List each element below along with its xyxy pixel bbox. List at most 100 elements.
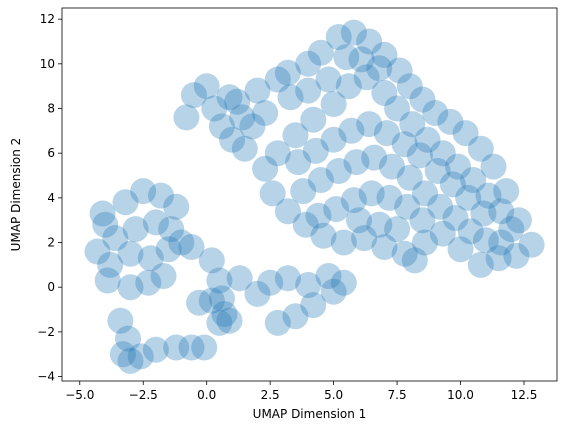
- scatter-point: [371, 79, 398, 106]
- scatter-point: [399, 111, 426, 138]
- scatter-point: [470, 200, 497, 227]
- x-tick-label: −2.5: [129, 388, 158, 402]
- scatter-point: [130, 178, 157, 205]
- scatter-point: [356, 111, 383, 138]
- scatter-point: [394, 193, 421, 220]
- scatter-point: [259, 180, 286, 207]
- y-tick-label: 10: [40, 57, 55, 71]
- scatter-point: [371, 41, 398, 68]
- scatter-point: [191, 334, 218, 361]
- x-axis-ticks: −5.0 −2.5 0.0 2.5 5.0 7.5 10.0 12.5: [65, 381, 537, 402]
- y-tick-label: 0: [47, 280, 55, 294]
- scatter-point: [384, 95, 411, 122]
- scatter-point: [302, 137, 329, 164]
- scatter-point: [412, 229, 438, 256]
- scatter-point: [274, 198, 301, 225]
- scatter-point: [239, 113, 266, 140]
- scatter-point: [155, 236, 182, 263]
- scatter-point: [178, 234, 205, 260]
- scatter-point: [445, 153, 471, 180]
- scatter-point: [226, 265, 253, 292]
- scatter-point: [340, 19, 367, 46]
- scatter-point: [493, 178, 520, 205]
- scatter-point: [163, 334, 190, 361]
- scatter-point: [409, 207, 436, 234]
- scatter-point: [229, 104, 256, 131]
- scatter-point: [122, 216, 149, 243]
- scatter-point: [193, 73, 220, 100]
- y-tick-label: −2: [37, 325, 55, 339]
- scatter-point: [264, 66, 291, 93]
- x-axis-label: UMAP Dimension 1: [253, 407, 367, 421]
- scatter-point: [94, 267, 121, 294]
- scatter-point: [142, 336, 169, 363]
- scatter-point: [201, 95, 228, 122]
- x-tick-label: −5.0: [65, 388, 94, 402]
- axes-frame: [61, 7, 558, 382]
- scatter-point: [320, 126, 347, 153]
- scatter-point: [117, 240, 144, 267]
- scatter-point: [361, 144, 388, 171]
- scatter-point: [307, 39, 334, 66]
- scatter-point: [437, 108, 464, 135]
- scatter-point: [208, 285, 235, 312]
- scatter-point: [163, 193, 190, 220]
- scatter-point: [330, 269, 357, 296]
- scatter-point: [343, 149, 370, 176]
- scatter-point: [358, 180, 385, 207]
- scatter-point: [366, 55, 393, 82]
- scatter-point: [211, 301, 238, 327]
- scatter-point: [460, 167, 487, 193]
- scatter-point: [467, 251, 494, 278]
- scatter-point: [292, 211, 319, 238]
- scatter-point: [439, 171, 466, 198]
- scatter-point: [386, 57, 413, 84]
- scatter-point: [315, 66, 342, 93]
- scatter-point: [356, 28, 383, 55]
- scatter-point: [277, 84, 304, 111]
- scatter-point: [224, 88, 251, 115]
- scatter-point: [348, 46, 375, 73]
- scatter-point: [371, 234, 398, 260]
- scatter-point: [498, 216, 525, 243]
- scatter-point: [295, 50, 322, 77]
- scatter-point: [89, 200, 116, 227]
- scatter-point: [274, 59, 301, 86]
- scatter-point: [315, 263, 342, 289]
- scatter-point: [231, 135, 258, 162]
- scatter-point: [447, 236, 474, 263]
- scatter-point: [282, 303, 309, 330]
- scatter-point: [206, 309, 233, 336]
- scatter-point: [310, 222, 337, 249]
- scatter-point: [112, 189, 139, 216]
- scatter-point: [142, 209, 169, 236]
- x-tick-label: 7.5: [388, 388, 407, 402]
- scatter-point: [414, 126, 441, 153]
- y-axis-label: UMAP Dimension 2: [9, 138, 23, 252]
- scatter-point: [168, 229, 195, 256]
- scatter-point: [300, 106, 327, 133]
- scatter-point: [290, 178, 317, 205]
- scatter-point: [373, 120, 400, 147]
- scatter-point: [467, 135, 494, 162]
- scatter-point: [366, 211, 393, 238]
- scatter-point: [198, 287, 225, 314]
- scatter-point: [127, 343, 154, 370]
- scatter-point: [92, 211, 119, 238]
- scatter-point: [137, 245, 164, 272]
- scatter-point: [102, 225, 129, 252]
- scatter-point: [376, 184, 403, 211]
- scatter-point: [379, 153, 405, 180]
- scatter-point: [198, 247, 225, 274]
- x-tick-label: 10.0: [447, 388, 474, 402]
- scatter-point: [186, 289, 213, 316]
- scatter-point: [181, 82, 207, 109]
- scatter-point: [244, 77, 271, 104]
- x-tick-label: 12.5: [511, 388, 538, 402]
- scatter-point: [109, 341, 136, 368]
- scatter-point: [274, 265, 301, 292]
- scatter-point: [442, 205, 469, 231]
- scatter-point: [300, 292, 327, 319]
- scatter-point: [295, 272, 322, 298]
- scatter-point: [452, 120, 479, 147]
